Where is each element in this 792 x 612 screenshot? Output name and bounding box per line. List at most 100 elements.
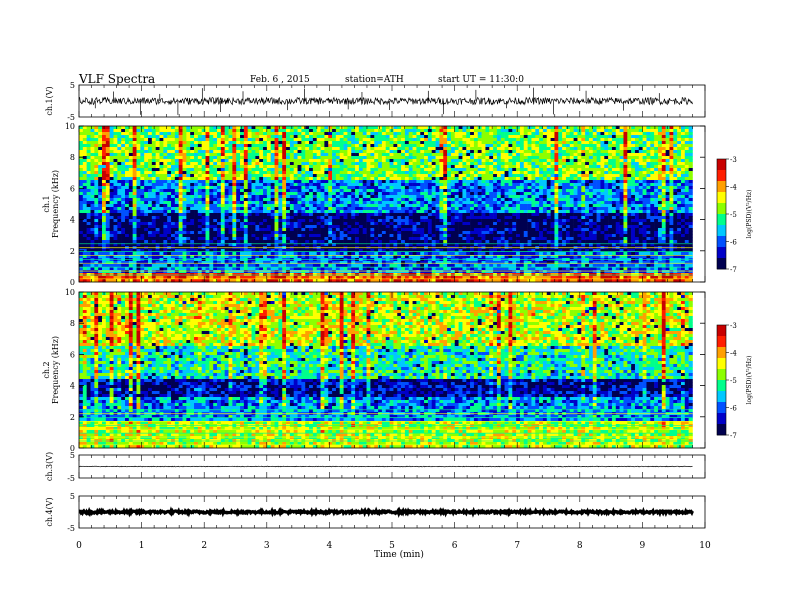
- spectrogram-cell: [229, 231, 233, 234]
- spectrogram-cell: [225, 153, 229, 156]
- spectrogram-cell: [217, 207, 221, 210]
- spectrogram-cell: [186, 126, 190, 129]
- spectrogram-cell: [190, 192, 194, 195]
- spectrogram-cell: [156, 240, 160, 243]
- spectrogram-cell: [117, 129, 121, 132]
- spectrogram-cell: [190, 210, 194, 213]
- spectrogram-cell: [190, 162, 194, 165]
- spectrogram-cell: [221, 159, 225, 162]
- spectrogram-cell: [225, 201, 229, 204]
- spectrogram-cell: [186, 237, 190, 240]
- spectrogram-cell: [137, 213, 141, 216]
- spectrogram-cell: [175, 141, 179, 144]
- spectrogram-cell: [117, 201, 121, 204]
- spectrogram-cell: [110, 219, 114, 222]
- spectrogram-cell: [106, 210, 110, 213]
- spectrogram-cell: [79, 216, 83, 219]
- spectrogram-cell: [79, 183, 83, 186]
- spectrogram-cell: [163, 261, 167, 264]
- spectrogram-cell: [213, 252, 217, 255]
- spectrogram-cell: [206, 198, 210, 201]
- spectrogram-cell: [221, 129, 225, 132]
- spectrogram-cell: [114, 207, 118, 210]
- spectrogram-cell: [232, 150, 236, 153]
- spectrogram-cell: [229, 201, 233, 204]
- spectrogram-cell: [202, 132, 206, 135]
- spectrogram-cell: [217, 261, 221, 264]
- spectrogram-cell: [125, 153, 129, 156]
- spectrogram-cell: [206, 168, 210, 171]
- spectrogram-cell: [144, 180, 148, 183]
- spectrogram-cell: [156, 222, 160, 225]
- spectrogram-cell: [98, 192, 102, 195]
- spectrogram-cell: [106, 174, 110, 177]
- spectrogram-cell: [114, 153, 118, 156]
- spectrogram-cell: [121, 252, 125, 255]
- spectrogram-cell: [194, 225, 198, 228]
- spectrogram-cell: [171, 240, 175, 243]
- spectrogram-cell: [183, 261, 187, 264]
- spectrogram-cell: [117, 237, 121, 240]
- spectrogram-cell: [217, 231, 221, 234]
- spectrogram-cell: [183, 192, 187, 195]
- spectrogram-cell: [186, 270, 190, 273]
- spectrogram-cell: [167, 183, 171, 186]
- spectrogram-cell: [194, 204, 198, 207]
- spectrogram-cell: [102, 240, 106, 243]
- spectrogram-cell: [213, 135, 217, 138]
- spectrogram-cell: [79, 222, 83, 225]
- spectrogram-cell: [198, 153, 202, 156]
- spectrogram-cell: [194, 138, 198, 141]
- spectrogram-cell: [198, 195, 202, 198]
- spectrogram-cell: [117, 153, 121, 156]
- spectrogram-cell: [144, 138, 148, 141]
- spectrogram-cell: [167, 126, 171, 129]
- spectrogram-cell: [175, 159, 179, 162]
- spectrogram-cell: [156, 129, 160, 132]
- spectrogram-cell: [114, 225, 118, 228]
- spectrogram-cell: [148, 171, 152, 174]
- spectrogram-cell: [106, 183, 110, 186]
- spectrogram-cell: [217, 138, 221, 141]
- spectrogram-cell: [94, 204, 98, 207]
- spectrogram-cell: [129, 261, 133, 264]
- spectrogram-cell: [98, 132, 102, 135]
- spectrogram-cell: [179, 207, 183, 210]
- spectrogram-cell: [175, 189, 179, 192]
- spectrogram-cell: [110, 231, 114, 234]
- spectrogram-cell: [171, 174, 175, 177]
- spectrogram-cell: [160, 174, 164, 177]
- spectrogram-cell: [202, 225, 206, 228]
- spectrogram-cell: [183, 216, 187, 219]
- spectrogram-cell: [229, 270, 233, 273]
- spectrogram-cell: [198, 198, 202, 201]
- spectrogram-cell: [171, 129, 175, 132]
- spectrogram-cell: [140, 165, 144, 168]
- spectrogram-cell: [160, 171, 164, 174]
- spectrogram-cell: [133, 186, 137, 189]
- spectrogram-cell: [183, 237, 187, 240]
- spectrogram-cell: [183, 180, 187, 183]
- spectrogram-cell: [167, 141, 171, 144]
- spectrogram-cell: [140, 171, 144, 174]
- spectrogram-cell: [186, 162, 190, 165]
- spectrogram-cell: [110, 195, 114, 198]
- spectrogram-cell: [87, 210, 91, 213]
- spectrogram-cell: [94, 228, 98, 231]
- spectrogram-cell: [133, 213, 137, 216]
- spectrogram-cell: [102, 165, 106, 168]
- spectrogram-cell: [171, 204, 175, 207]
- spectrogram-cell: [186, 222, 190, 225]
- spectrogram-cell: [175, 153, 179, 156]
- spectrogram-cell: [148, 153, 152, 156]
- spectrogram-cell: [183, 159, 187, 162]
- spectrogram-cell: [179, 174, 183, 177]
- spectrogram-cell: [114, 252, 118, 255]
- spectrogram-cell: [129, 168, 133, 171]
- spectrogram-cell: [171, 207, 175, 210]
- spectrogram-cell: [133, 228, 137, 231]
- spectrogram-cell: [160, 228, 164, 231]
- spectrogram-cell: [206, 213, 210, 216]
- spectrogram-cell: [140, 174, 144, 177]
- spectrogram-cell: [144, 186, 148, 189]
